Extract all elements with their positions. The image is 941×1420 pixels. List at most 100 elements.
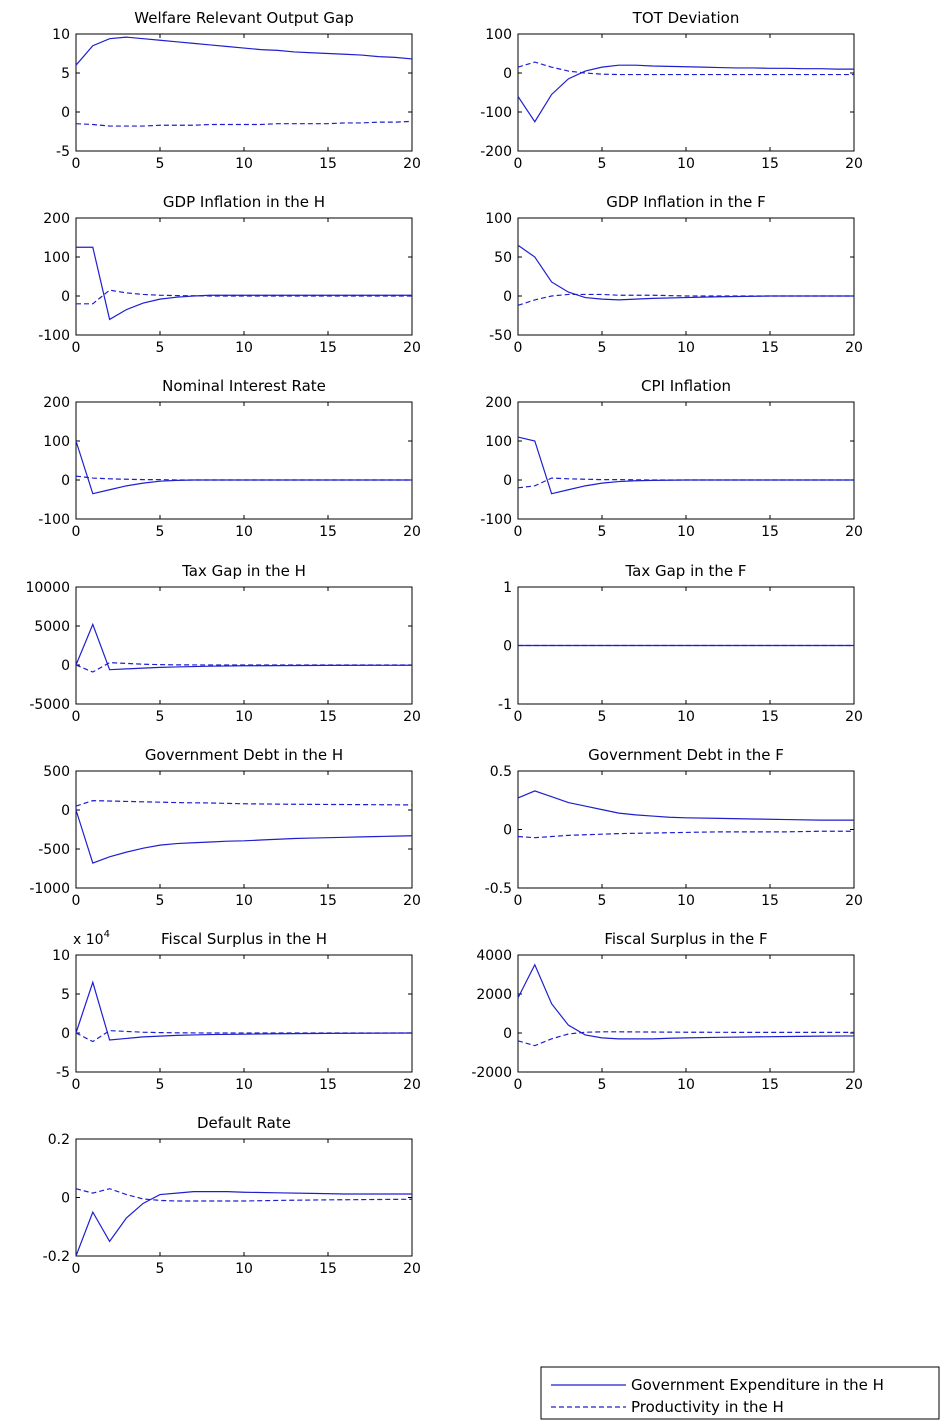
series-line-gov-expenditure [75,622,413,671]
axes-box [75,401,413,520]
panel-title: Tax Gap in the H [181,562,306,580]
legend-box [540,1366,940,1420]
y-tick-label: 1 [503,580,512,596]
series-line-productivity [75,800,413,807]
x-tick-label: 10 [677,709,695,725]
y-tick-label: 2000 [476,987,512,1003]
y-tick-label: 10 [52,27,70,43]
y-tick-label: -1 [498,697,512,713]
y-tick-label: -100 [38,328,70,344]
y-tick-label: 0.2 [48,1132,70,1148]
x-tick-label: 15 [319,709,337,725]
x-tick-label: 0 [72,709,81,725]
x-tick-label: 0 [72,340,81,356]
x-tick-label: 0 [72,156,81,172]
x-tick-label: 15 [761,893,779,909]
x-tick-label: 0 [72,1261,81,1277]
x-tick-label: 20 [845,709,863,725]
series-line-productivity [76,289,412,305]
x-tick-label: 20 [845,156,863,172]
x-tick-label: 10 [677,893,695,909]
y-tick-label: -200 [480,144,512,160]
panel-title: Tax Gap in the F [624,562,746,580]
y-tick-label: 0 [61,1191,70,1207]
panel-2: TOT Deviation 0 5 10 15 20 -200 -100 0 100 [480,9,863,172]
x-tick-label: 15 [761,156,779,172]
panel-title: Default Rate [197,1114,291,1132]
x-tick-label: 0 [72,524,81,540]
x-tick-label: 10 [677,1077,695,1093]
y-tick-label: -500 [38,842,70,858]
x-tick-label: 10 [235,1261,253,1277]
panel-8: Tax Gap in the F0 5 10 15 20-101 [498,562,863,725]
x-tick-label: 20 [403,524,421,540]
axes-box [517,770,855,889]
axes-box [75,586,413,705]
x-tick-label: 15 [319,156,337,172]
y-tick-label: 0 [503,639,512,655]
x-tick-label: 15 [761,1077,779,1093]
x-tick-label: 15 [319,524,337,540]
y-tick-label: 500 [43,764,70,780]
y-tick-label: 100 [485,27,512,43]
x-tick-label: 15 [319,1261,337,1277]
panel-title: Nominal Interest Rate [162,377,326,395]
x-tick-label: 0 [514,340,523,356]
x-tick-label: 10 [677,156,695,172]
y-tick-label: 10000 [25,580,70,596]
panel-title: Fiscal Surplus in the F [604,930,767,948]
y-tick-label: -0.5 [485,881,512,897]
panel-10: Government Debt in the F0 5 10 15 20-0.500.5 [485,746,863,909]
series-line-gov-expenditure [517,64,854,123]
series-line-productivity [75,120,413,127]
axes-box [517,954,855,1073]
x-tick-label: 5 [156,156,165,172]
x-tick-label: 10 [235,524,253,540]
y-tick-label: 0 [503,66,512,82]
panel-title: GDP Inflation in the F [606,193,766,211]
x-tick-label: 5 [598,156,607,172]
series-line-gov-expenditure [75,980,413,1041]
y-tick-label: 50 [494,250,512,266]
panel-title: GDP Inflation in the H [163,193,325,211]
x-tick-label: 10 [677,340,695,356]
x-tick-label: 15 [319,340,337,356]
x-tick-label: 15 [319,893,337,909]
series-line-productivity [75,662,412,673]
x-tick-label: 20 [845,893,863,909]
y-tick-label: -2000 [471,1065,512,1081]
x-tick-label: 20 [403,340,421,356]
x-tick-label: 10 [235,893,253,909]
x-tick-label: 5 [598,709,607,725]
axes-box [517,33,855,152]
series-line-productivity [75,1030,412,1043]
legend-label-solid: Government Expenditure in the H [631,1376,884,1394]
x-tick-label: 20 [845,340,863,356]
x-tick-label: 0 [514,1077,523,1093]
y-tick-label: 4000 [476,948,512,964]
x-tick-label: 20 [845,524,863,540]
y-tick-label: 0.5 [490,764,512,780]
y-tick-label: 5000 [34,619,70,635]
axes-box [75,217,413,336]
x-tick-label: 20 [403,156,421,172]
y-tick-label: 0 [61,658,70,674]
y-tick-label: 200 [43,211,70,227]
y-tick-label: -5000 [29,697,70,713]
y-tick-label: 0 [503,289,512,305]
x-tick-label: 10 [235,1077,253,1093]
y-tick-label: 0 [61,289,70,305]
x-tick-label: 5 [156,524,165,540]
panel-title: CPI Inflation [641,377,731,395]
panel-12: Fiscal Surplus in the F0 5 10 15 20-20000200… [471,930,863,1093]
x-tick-label: 10 [235,709,253,725]
y-tick-label: -50 [489,328,512,344]
y-tick-label: -0.2 [43,1249,70,1265]
x-tick-label: 10 [235,156,253,172]
legend-label-dashed: Productivity in the H [631,1398,784,1416]
x-tick-label: 15 [761,524,779,540]
x-tick-label: 5 [156,709,165,725]
